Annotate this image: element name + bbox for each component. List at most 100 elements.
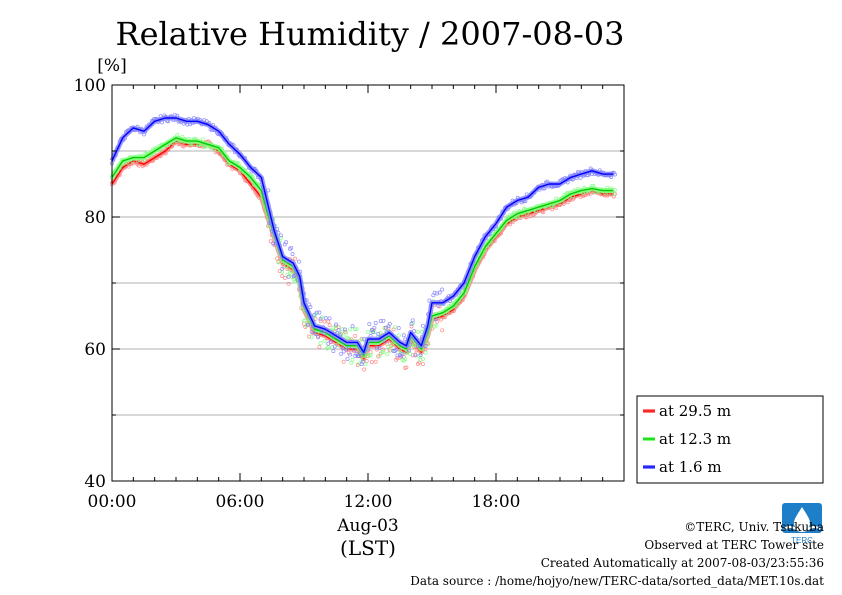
series-0-sample-point	[268, 239, 273, 244]
legend-label-0: at 29.5 m	[659, 402, 731, 420]
series-2-sample-point	[394, 347, 399, 352]
series-1-sample-point	[377, 353, 382, 358]
series-2-sample-point	[341, 349, 346, 354]
x-tick-label-3: 18:00	[472, 492, 521, 512]
series-1-sample-point	[350, 357, 355, 362]
series-1-sample-point	[385, 352, 390, 357]
series-1-sample-point	[349, 360, 354, 365]
series-0-sample-point	[286, 281, 291, 286]
series-1-sample-point	[386, 344, 391, 349]
series-2-sample-point	[339, 351, 344, 356]
series-2-sample-point	[308, 305, 313, 310]
series-2-sample-point	[376, 332, 381, 336]
series-0-sample-point	[364, 359, 369, 363]
series-2-sample-point	[350, 324, 355, 329]
series-2-sample-point	[327, 316, 332, 321]
series-1-sample-point	[372, 330, 377, 334]
series-2-sample-point	[423, 344, 428, 349]
series-0-sample-point	[322, 319, 327, 324]
grid-lines	[112, 150, 624, 416]
terc-logo: TERC	[782, 503, 822, 545]
series-1-sample-point	[381, 350, 386, 355]
y-tick-label-100: 100	[74, 76, 106, 96]
series-1-sample-point	[340, 327, 345, 332]
series-2-sample-point	[334, 322, 338, 327]
series-2-sample-point	[413, 353, 418, 358]
series-2-sample-point	[305, 322, 310, 327]
series-1-sample-point	[392, 325, 397, 330]
series-2-sample-point	[326, 341, 331, 346]
series-1-line	[111, 137, 614, 357]
series-2-sample-point	[323, 316, 328, 321]
series-1-sample-point	[433, 323, 438, 328]
series-2-sample-point	[407, 348, 411, 353]
series-2-band	[109, 115, 614, 355]
series-2-sample-point	[375, 345, 379, 350]
series-2-sample-point	[348, 352, 353, 357]
y-tick-label-80: 80	[84, 208, 106, 228]
series-2-sample-point	[396, 326, 401, 331]
chart-title: Relative Humidity / 2007-08-03	[116, 15, 625, 53]
series-0-sample-point	[353, 333, 358, 338]
series-2-sample-point	[344, 347, 349, 352]
series-1-band	[109, 135, 614, 359]
series-0-samples	[110, 137, 617, 372]
water-drop-icon	[794, 507, 810, 531]
series-2-sample-point	[296, 259, 301, 264]
series-2-sample-point	[279, 233, 283, 238]
series-0-sample-point	[409, 324, 414, 329]
series-1-sample-point	[423, 350, 428, 355]
series-2-sample-point	[316, 335, 321, 340]
legend: at 29.5 m at 12.3 m at 1.6 m	[636, 395, 824, 484]
series-1-sample-point	[421, 356, 425, 361]
x-axis-unit-label: (LST)	[340, 536, 396, 560]
series-1-sample-point	[389, 348, 393, 353]
series-2-sample-point	[395, 353, 400, 358]
series-1-sample-point	[289, 272, 294, 276]
series-0-sample-point	[404, 365, 409, 370]
footer-observed: Observed at TERC Tower site	[644, 538, 824, 552]
series-0-sample-point	[369, 360, 374, 365]
series-2-sample-point	[280, 266, 285, 271]
series-2-sample-point	[409, 321, 414, 326]
series-1-sample-point	[286, 266, 291, 271]
series-2-sample-point	[440, 287, 445, 292]
x-tick-label-0: 00:00	[88, 492, 137, 512]
series-1-sample-point	[326, 345, 331, 350]
wave-icon	[783, 526, 821, 532]
series-2-sample-point	[340, 345, 345, 350]
series-layer	[109, 112, 617, 372]
series-0-sample-point	[395, 356, 400, 361]
series-1-sample-point	[334, 324, 338, 329]
series-2-sample-point	[400, 351, 405, 356]
series-1-sample-point	[396, 333, 401, 338]
series-2-sample-point	[377, 346, 382, 351]
series-1-sample-point	[613, 187, 617, 192]
series-1-sample-point	[357, 361, 361, 366]
series-0-sample-point	[440, 328, 445, 333]
series-2-sample-point	[367, 322, 372, 327]
series-2-sample-point	[343, 327, 347, 332]
series-1-sample-point	[415, 329, 420, 334]
series-2-sample-point	[371, 330, 376, 335]
series-0-sample-point	[421, 362, 425, 367]
series-2-sample-point	[351, 347, 356, 352]
logo-text: TERC	[791, 536, 813, 545]
series-0-sample-point	[293, 256, 297, 261]
series-0-sample-point	[386, 326, 391, 331]
series-1-sample-point	[303, 318, 308, 323]
series-2-sample-point	[290, 252, 295, 256]
series-2-sample-point	[345, 356, 350, 361]
series-0-sample-point	[307, 334, 312, 339]
series-2-sample-point	[410, 318, 415, 323]
series-2-sample-point	[271, 241, 276, 246]
series-1-sample-point	[426, 342, 431, 347]
axis-ticks: 40 60 80 100 00:00 06:00 12:00 18:00	[74, 76, 624, 512]
series-1-sample-point	[368, 353, 373, 358]
series-1-sample-point	[330, 345, 335, 350]
series-2-sample-point	[331, 349, 336, 354]
series-1-sample-point	[366, 330, 370, 335]
series-2-sample-point	[336, 328, 341, 333]
series-1-sample-point	[408, 352, 413, 357]
series-2-sample-point	[437, 290, 442, 295]
